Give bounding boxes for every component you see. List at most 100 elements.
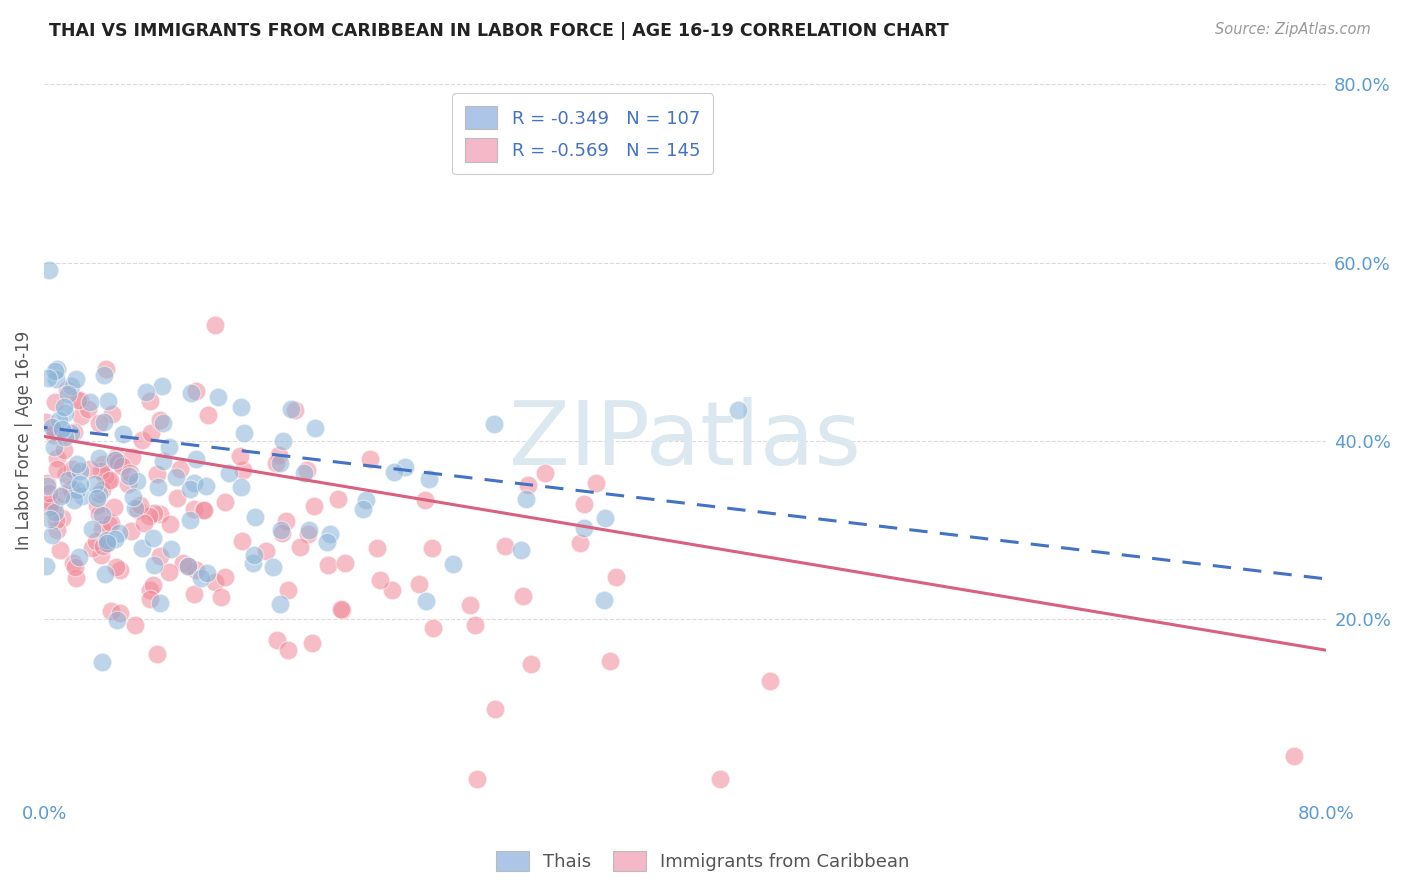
Point <box>139 426 162 441</box>
Point <box>96 362 118 376</box>
Point <box>146 479 169 493</box>
Point <box>204 318 226 332</box>
Point <box>184 563 207 577</box>
Point <box>60 425 83 440</box>
Point <box>87 416 110 430</box>
Point <box>304 421 326 435</box>
Point <box>69 477 91 491</box>
Point <box>132 516 155 530</box>
Point <box>572 521 595 535</box>
Point <box>138 508 160 523</box>
Point <box>37 479 59 493</box>
Point <box>149 507 172 521</box>
Point <box>159 517 181 532</box>
Point <box>292 467 315 481</box>
Point <box>709 772 731 787</box>
Point <box>83 477 105 491</box>
Point <box>42 499 65 513</box>
Point <box>335 556 357 570</box>
Point <box>79 462 101 476</box>
Point <box>270 523 292 537</box>
Point <box>179 513 201 527</box>
Point <box>184 451 207 466</box>
Point <box>150 379 173 393</box>
Point <box>512 589 534 603</box>
Text: THAI VS IMMIGRANTS FROM CARIBBEAN IN LABOR FORCE | AGE 16-19 CORRELATION CHART: THAI VS IMMIGRANTS FROM CARIBBEAN IN LAB… <box>49 22 949 40</box>
Point <box>93 567 115 582</box>
Point <box>107 455 129 469</box>
Point <box>408 576 430 591</box>
Point <box>183 476 205 491</box>
Point <box>65 372 87 386</box>
Point <box>45 372 67 386</box>
Point <box>128 498 150 512</box>
Point <box>382 466 405 480</box>
Point <box>160 541 183 556</box>
Point <box>482 417 505 432</box>
Point <box>441 557 464 571</box>
Point <box>142 506 165 520</box>
Point <box>262 559 284 574</box>
Point <box>218 466 240 480</box>
Point <box>207 390 229 404</box>
Point <box>146 467 169 481</box>
Point <box>229 400 252 414</box>
Point <box>356 492 378 507</box>
Point <box>280 401 302 416</box>
Point <box>516 477 538 491</box>
Point <box>52 400 75 414</box>
Point <box>127 502 149 516</box>
Point <box>89 487 111 501</box>
Point <box>520 657 543 671</box>
Point <box>35 415 58 429</box>
Point <box>179 483 201 497</box>
Point <box>569 535 592 549</box>
Point <box>176 558 198 573</box>
Point <box>44 364 66 378</box>
Point <box>298 523 321 537</box>
Point <box>418 472 440 486</box>
Point <box>63 492 86 507</box>
Point <box>90 464 112 478</box>
Point <box>100 407 122 421</box>
Point <box>157 566 180 580</box>
Point <box>42 428 65 442</box>
Point <box>98 473 121 487</box>
Point <box>190 571 212 585</box>
Point <box>104 453 127 467</box>
Point <box>70 409 93 424</box>
Point <box>60 379 83 393</box>
Point <box>254 544 277 558</box>
Point <box>90 483 112 497</box>
Point <box>87 507 110 521</box>
Point <box>117 477 139 491</box>
Point <box>49 543 72 558</box>
Point <box>108 526 131 541</box>
Point <box>329 602 352 616</box>
Point <box>53 406 76 420</box>
Point <box>214 570 236 584</box>
Point <box>274 514 297 528</box>
Point <box>232 463 254 477</box>
Point <box>110 606 132 620</box>
Point <box>243 509 266 524</box>
Point <box>55 467 77 481</box>
Point <box>125 474 148 488</box>
Point <box>269 448 291 462</box>
Point <box>91 656 114 670</box>
Point <box>209 591 232 605</box>
Point <box>108 563 131 577</box>
Point <box>66 392 89 407</box>
Point <box>195 566 218 581</box>
Point <box>301 636 323 650</box>
Point <box>58 386 80 401</box>
Point <box>100 516 122 530</box>
Point <box>315 535 337 549</box>
Point <box>93 415 115 429</box>
Point <box>191 502 214 516</box>
Point <box>51 511 73 525</box>
Point <box>65 571 87 585</box>
Point <box>84 533 107 548</box>
Point <box>72 490 94 504</box>
Point <box>56 473 79 487</box>
